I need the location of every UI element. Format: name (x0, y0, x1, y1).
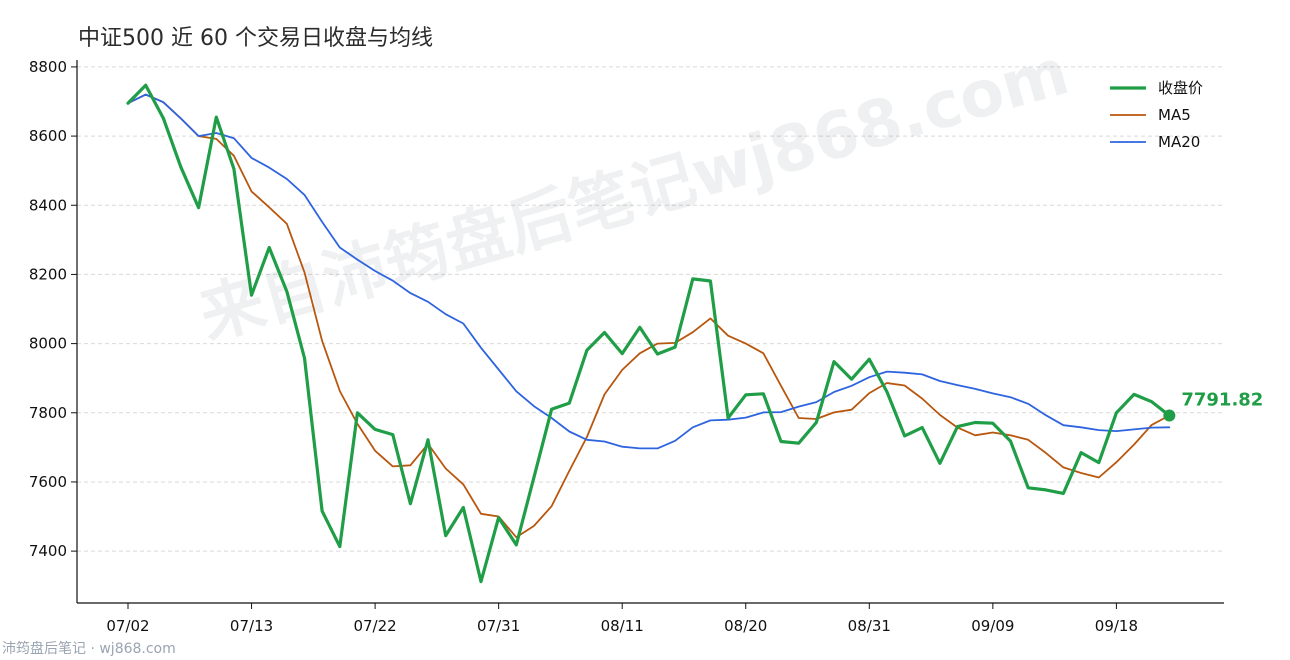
x-tick-label: 08/11 (601, 617, 644, 635)
last-point: 7791.82 (1163, 390, 1263, 422)
x-tick-label: 07/31 (477, 617, 520, 635)
y-tick-label: 7800 (29, 404, 67, 422)
series-line-ma20 (127, 93, 1171, 450)
last-point-marker (1163, 409, 1176, 422)
x-tick-label: 09/09 (971, 617, 1014, 635)
chart-title: 中证500 近 60 个交易日收盘与均线 (78, 26, 433, 51)
x-tick-label: 07/22 (353, 617, 396, 635)
footer-source: 沛筠盘后笔记 · wj868.com (2, 640, 176, 657)
y-tick-label: 8600 (29, 127, 67, 145)
last-value-label: 7791.82 (1181, 390, 1263, 411)
x-tick-label: 09/18 (1095, 617, 1138, 635)
series-line-close (126, 83, 1171, 584)
grid-lines (77, 66, 1224, 552)
series-lines (126, 83, 1171, 584)
y-tick-label: 8800 (29, 58, 67, 76)
legend-label: MA20 (1158, 133, 1200, 151)
y-tick-label: 8000 (29, 335, 67, 353)
series-line-ma5 (127, 93, 1171, 539)
y-tick-label: 8200 (29, 265, 67, 283)
watermark: 来自沛筠盘后笔记wj868.com (192, 35, 1077, 354)
x-tick-labels: 07/02 07/13 07/22 07/31 08/11 08/20 08/31 09/09… (106, 603, 1138, 635)
y-tick-label: 7600 (29, 473, 67, 491)
x-tick-label: 08/31 (848, 617, 891, 635)
legend: 收盘价 MA5 MA20 (1110, 79, 1203, 151)
x-tick-label: 07/13 (230, 617, 273, 635)
y-tick-labels: 7400 7600 7800 8000 8200 8400 8600 8800 (29, 58, 77, 560)
legend-label: MA5 (1158, 106, 1191, 124)
axes (76, 60, 1224, 604)
y-tick-label: 8400 (29, 196, 67, 214)
legend-label: 收盘价 (1158, 79, 1203, 97)
x-tick-label: 07/02 (106, 617, 149, 635)
x-tick-label: 08/20 (724, 617, 767, 635)
y-tick-label: 7400 (29, 542, 67, 560)
